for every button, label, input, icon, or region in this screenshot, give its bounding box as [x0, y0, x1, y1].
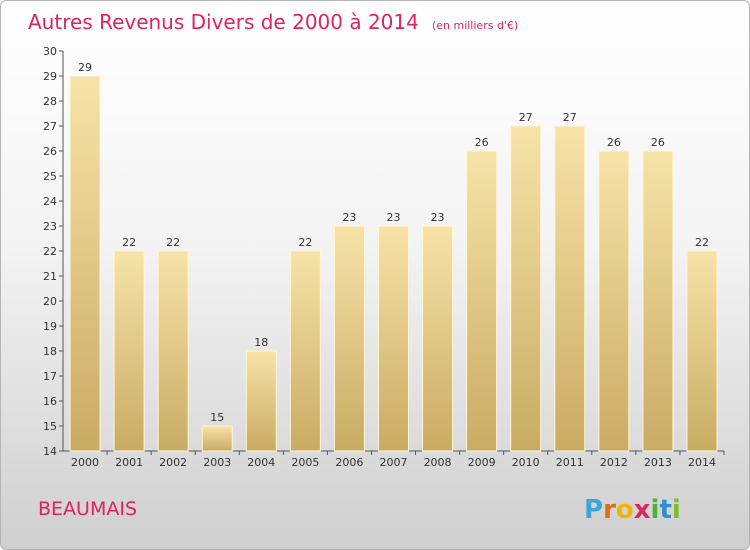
y-tick-label: 30 — [43, 45, 57, 58]
x-tick-label: 2007 — [380, 456, 408, 469]
y-tick-label: 22 — [43, 245, 57, 258]
bar-2009 — [466, 150, 498, 452]
data-label: 18 — [254, 336, 268, 349]
data-label: 22 — [166, 236, 180, 249]
x-tick-label: 2001 — [115, 456, 143, 469]
bar-2002 — [157, 250, 189, 452]
y-tick-label: 20 — [43, 295, 57, 308]
data-label: 27 — [519, 111, 533, 124]
x-tick-label: 2000 — [71, 456, 99, 469]
bar-2006 — [333, 225, 365, 452]
data-label: 26 — [651, 136, 665, 149]
data-label: 22 — [122, 236, 136, 249]
bar-2013 — [642, 150, 674, 452]
axes: 14 15 16 17 18 19 20 21 22 23 24 25 26 27 28 29 30 2000 20… — [43, 45, 725, 469]
data-label: 22 — [298, 236, 312, 249]
bar-2005 — [289, 250, 321, 452]
bar-2014 — [686, 250, 718, 452]
chart-title: Autres Revenus Divers de 2000 à 2014 (en… — [28, 10, 518, 34]
y-tick-label: 15 — [43, 420, 57, 433]
logo-letter: P — [584, 495, 603, 525]
bar-2012 — [598, 150, 630, 452]
x-tick-label: 2010 — [512, 456, 540, 469]
x-tick-label: 2012 — [600, 456, 628, 469]
bar-2003 — [201, 425, 233, 452]
bar-2001 — [113, 250, 145, 452]
data-label: 26 — [475, 136, 489, 149]
y-tick-label: 16 — [43, 395, 57, 408]
logo-letter: r — [603, 495, 616, 525]
bar-2011 — [554, 125, 586, 452]
bar-2010 — [510, 125, 542, 452]
y-tick-label: 18 — [43, 345, 57, 358]
y-tick-label: 26 — [43, 145, 57, 158]
bar-2008 — [422, 225, 454, 452]
x-tick-label: 2003 — [203, 456, 231, 469]
logo-letter: t — [659, 495, 671, 525]
y-tick-label: 28 — [43, 95, 57, 108]
x-tick-label: 2014 — [688, 456, 716, 469]
x-tick-label: 2006 — [335, 456, 363, 469]
logo-letter: i — [672, 495, 681, 525]
logo-letter: o — [616, 495, 634, 525]
x-tick-label: 2002 — [159, 456, 187, 469]
data-labels: 29 22 22 15 18 22 23 23 23 26 27 27 26 26 22 — [78, 61, 709, 424]
data-label: 23 — [387, 211, 401, 224]
x-tick-label: 2011 — [556, 456, 584, 469]
proxiti-logo: Proxiti — [584, 495, 681, 525]
x-tick-label: 2013 — [644, 456, 672, 469]
data-label: 29 — [78, 61, 92, 74]
commune-name: BEAUMAIS — [38, 498, 137, 520]
x-tick-label: 2009 — [468, 456, 496, 469]
data-label: 23 — [431, 211, 445, 224]
bar-2000 — [69, 75, 101, 452]
y-tick-label: 25 — [43, 170, 57, 183]
y-tick-label: 29 — [43, 70, 57, 83]
bars — [69, 75, 718, 452]
y-tick-label: 14 — [43, 445, 57, 458]
bar-2007 — [378, 225, 409, 452]
data-label: 22 — [695, 236, 709, 249]
data-label: 23 — [342, 211, 356, 224]
data-label: 26 — [607, 136, 621, 149]
y-tick-label: 27 — [43, 120, 57, 133]
y-tick-label: 21 — [43, 270, 57, 283]
x-tick-label: 2008 — [424, 456, 452, 469]
y-tick-label: 19 — [43, 320, 57, 333]
logo-letter: i — [651, 495, 660, 525]
y-tick-label: 17 — [43, 370, 57, 383]
data-label: 15 — [210, 411, 224, 424]
x-tick-label: 2004 — [247, 456, 275, 469]
x-tick-label: 2005 — [291, 456, 319, 469]
data-label: 27 — [563, 111, 577, 124]
logo-letter: x — [634, 495, 651, 525]
y-tick-label: 24 — [43, 195, 57, 208]
y-tick-label: 23 — [43, 220, 57, 233]
bar-2004 — [245, 350, 277, 452]
